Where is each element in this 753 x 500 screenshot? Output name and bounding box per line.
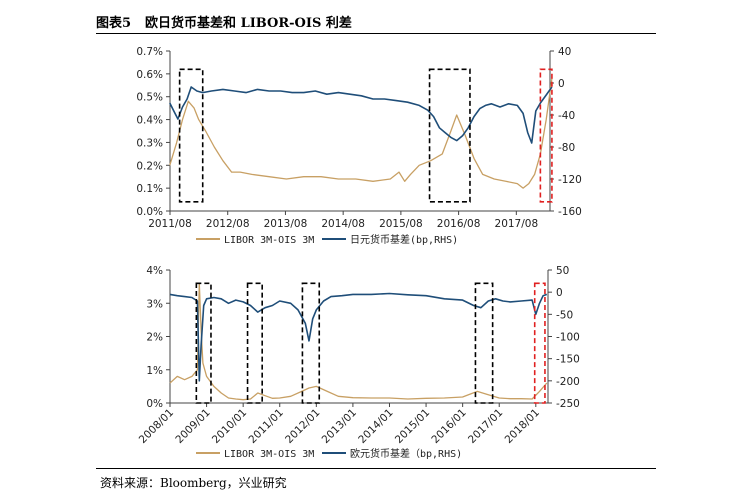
right-tick-label: -100: [556, 332, 580, 344]
x-tick-label: 2013/01: [320, 407, 359, 446]
figure-number: 图表5: [96, 16, 132, 31]
x-tick-label: 2013/08: [264, 218, 308, 230]
figure-title-text: 欧日货币基差和 LIBOR-OIS 利差: [145, 16, 352, 31]
source-rule: [96, 468, 656, 469]
right-tick-label: -200: [556, 376, 580, 388]
highlight-box-red: [533, 282, 546, 404]
right-tick-label: -40: [558, 110, 575, 122]
x-tick-label: 2015/08: [379, 218, 423, 230]
highlight-box: [428, 68, 471, 203]
figure-title: 图表5 欧日货币基差和 LIBOR-OIS 利差: [96, 12, 352, 31]
left-tick-label: 0.7%: [136, 46, 163, 58]
legend-label-basis: 日元货币基差(bp,RHS): [350, 233, 458, 246]
right-tick-label: -80: [558, 142, 575, 154]
libor-ois-series-line: [169, 282, 548, 401]
source-note: 资料来源：Bloomberg，兴业研究: [100, 476, 287, 490]
right-tick-label: -250: [556, 398, 580, 410]
left-tick-label: 0.5%: [136, 92, 163, 104]
x-tick-label: 2008/01: [137, 407, 176, 446]
left-tick-label: 0.4%: [136, 115, 163, 127]
right-tick-label: -150: [556, 354, 580, 366]
right-tick-label: 0: [556, 287, 563, 299]
right-tick-label: -120: [558, 174, 582, 186]
legend-label-libor: LIBOR 3M-OIS 3M: [224, 235, 314, 246]
right-tick-label: 40: [558, 46, 571, 58]
right-tick-label: -50: [556, 309, 573, 321]
right-tick-label: 0: [558, 78, 565, 90]
x-tick-label: 2016/08: [437, 218, 481, 230]
x-tick-label: 2009/01: [173, 407, 212, 446]
basis-series-line: [169, 292, 548, 382]
x-tick-label: 2017/08: [495, 218, 539, 230]
right-tick-label: 50: [556, 265, 569, 277]
jpy-basis-chart: 0.0% 0.1% 0.2% 0.3% 0.4% 0.5% 0.6% 0.7% 40 0 -40 -8…: [136, 46, 582, 246]
left-tick-label: 0.6%: [136, 69, 163, 81]
title-rule: [96, 33, 656, 34]
left-tick-label: 0.1%: [136, 183, 163, 195]
x-tick-label: 2010/01: [210, 407, 249, 446]
left-tick-label: 3%: [146, 298, 163, 310]
left-tick-label: 4%: [146, 265, 163, 277]
legend-label-basis: 欧元货币基差（bp,RHS): [350, 447, 462, 460]
x-tick-label: 2014/01: [356, 407, 395, 446]
left-tick-label: 0.2%: [136, 160, 163, 172]
x-tick-label: 2012/01: [283, 407, 322, 446]
x-tick-label: 2015/01: [393, 407, 432, 446]
left-tick-label: 0.3%: [136, 137, 163, 149]
x-tick-label: 2012/08: [206, 218, 250, 230]
highlight-box: [195, 282, 212, 404]
x-tick-label: 2016/01: [429, 407, 468, 446]
highlight-box: [301, 282, 321, 404]
right-tick-label: -160: [558, 206, 582, 218]
libor-ois-series-line: [169, 78, 553, 189]
left-tick-label: 0%: [146, 398, 163, 410]
x-tick-label: 2011/08: [148, 218, 192, 230]
highlight-box: [178, 68, 204, 203]
left-tick-label: 1%: [146, 365, 163, 377]
x-tick-label: 2017/01: [466, 407, 505, 446]
left-tick-label: 0.0%: [136, 206, 163, 218]
legend-label-libor: LIBOR 3M-OIS 3M: [224, 449, 314, 460]
left-tick-label: 2%: [146, 332, 163, 344]
x-tick-label: 2014/08: [321, 218, 365, 230]
x-tick-label: 2011/01: [247, 407, 286, 446]
x-tick-label: 2018/01: [503, 407, 542, 446]
highlight-box: [246, 282, 263, 404]
basis-series-line: [169, 86, 553, 144]
highlight-box: [474, 282, 494, 404]
eur-basis-chart: 0%1%2%3%4% 500-50-100-150-200-2502008/012…: [137, 265, 580, 460]
